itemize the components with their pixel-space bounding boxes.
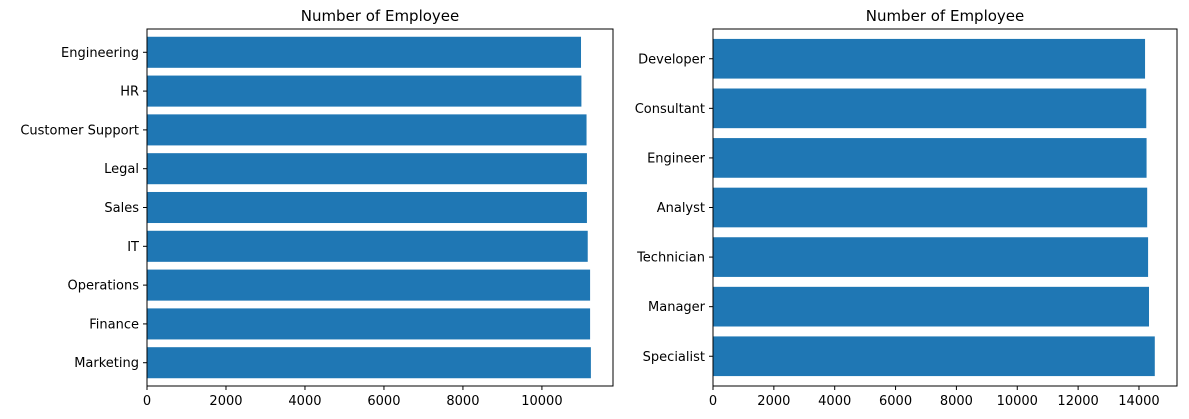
bar-consultant	[713, 88, 1147, 129]
chart-roles: Developer Consultant Engineer Analyst Techni…	[635, 7, 1178, 409]
x-tick-label-2000: 2000	[209, 394, 242, 409]
axes-frame	[146, 28, 614, 387]
x-tick-label-14000: 14000	[1118, 394, 1159, 409]
x-tick-label-4000: 4000	[288, 394, 321, 409]
bar-technician	[713, 237, 1149, 277]
x-tick-label-6000: 6000	[879, 394, 912, 409]
bar-engineering	[147, 36, 582, 68]
y-tick-label-technician: Technician	[636, 251, 705, 266]
y-tick-label-marketing: Marketing	[74, 356, 139, 371]
y-tick-label-engineer: Engineer	[647, 151, 706, 166]
y-tick-label-customer-support: Customer Support	[20, 123, 139, 138]
chart-departments: Engineering HR Customer Support Legal Sales I…	[20, 7, 614, 409]
x-tick-label-2000: 2000	[757, 394, 790, 409]
bar-specialist	[713, 336, 1155, 377]
bar-marketing	[147, 347, 591, 379]
y-tick-label-it: IT	[127, 240, 139, 255]
chart-title: Number of Employee	[301, 7, 460, 25]
y-tick-label-specialist: Specialist	[643, 350, 705, 365]
y-tick-label-developer: Developer	[638, 52, 706, 67]
x-tick-label-10000: 10000	[997, 394, 1038, 409]
bar-developer	[713, 38, 1146, 79]
y-tick-label-analyst: Analyst	[657, 201, 705, 216]
x-tick-label-10000: 10000	[521, 394, 562, 409]
x-tick-label-6000: 6000	[367, 394, 400, 409]
bar-customer-support	[147, 114, 587, 146]
y-tick-label-consultant: Consultant	[635, 102, 705, 117]
y-tick-label-sales: Sales	[104, 201, 139, 216]
bar-manager	[713, 286, 1150, 327]
y-tick-label-finance: Finance	[89, 317, 139, 332]
bar-operations	[147, 269, 591, 301]
chart-title: Number of Employee	[866, 7, 1025, 25]
y-tick-label-manager: Manager	[648, 300, 706, 315]
bar-hr	[147, 75, 582, 107]
bar-sales	[147, 191, 587, 224]
y-tick-label-operations: Operations	[68, 279, 140, 294]
bar-analyst	[713, 187, 1148, 228]
x-tick-label-4000: 4000	[818, 394, 851, 409]
y-tick-label-legal: Legal	[104, 162, 139, 177]
bar-engineer	[713, 138, 1147, 178]
x-tick-label-8000: 8000	[940, 394, 973, 409]
bar-it	[147, 230, 588, 262]
axes-frame	[712, 28, 1178, 387]
bar-legal	[147, 153, 587, 185]
x-tick-label-0: 0	[709, 394, 717, 409]
y-tick-label-engineering: Engineering	[61, 46, 139, 61]
x-tick-label-8000: 8000	[446, 394, 479, 409]
x-tick-label-12000: 12000	[1057, 394, 1098, 409]
y-tick-label-hr: HR	[120, 85, 139, 100]
x-tick-label-0: 0	[143, 394, 151, 409]
bar-finance	[147, 308, 591, 340]
